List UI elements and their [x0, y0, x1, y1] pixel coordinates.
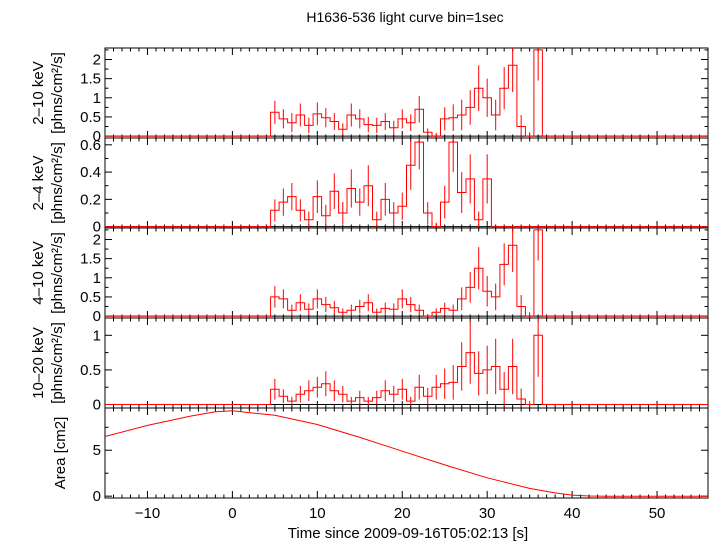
panel-plot: [105, 138, 708, 228]
panel-5: 0 5 Area [cm2]: [52, 407, 709, 505]
y-axis-label-unit: [phns/cm²/s]: [49, 142, 66, 224]
y-tick-label: 0: [93, 219, 101, 236]
x-axis-label: Time since 2009-09-16T05:02:13 [s]: [288, 525, 528, 541]
y-axis-label-unit: [phns/cm²/s]: [49, 322, 66, 404]
light-curve-steps: [105, 49, 708, 137]
panel-1: 0 0.5 1 1.5 2 2–10 keV [phns/cm²/s]: [30, 47, 709, 145]
chart-title: H1636-536 light curve bin=1sec: [306, 9, 503, 25]
x-tick-label: 0: [228, 505, 236, 522]
y-axis-label-band: 10–20 keV: [30, 327, 47, 399]
x-tick-label: 50: [649, 505, 666, 522]
y-tick-label: 1.5: [80, 71, 101, 88]
panel-plot: [105, 228, 708, 318]
light-curve-steps: [105, 141, 708, 228]
x-tick-label: 40: [564, 505, 581, 522]
x-tick-label: 30: [479, 505, 496, 522]
panel-plot: [105, 410, 708, 497]
y-tick-label: 1: [93, 90, 101, 107]
panel-plot: [105, 48, 708, 138]
panel-4: 0 0.5 1 10–20 keV [phns/cm²/s]: [30, 317, 709, 414]
y-tick-label: 0.5: [80, 289, 101, 306]
y-tick-label: 0.2: [80, 191, 101, 208]
y-tick-label: 1: [93, 270, 101, 287]
y-axis-label-band: 2–10 keV: [30, 61, 47, 124]
y-tick-label: 0: [93, 128, 101, 145]
y-tick-label: 1.5: [80, 251, 101, 268]
y-tick-label: 0.4: [80, 164, 101, 181]
light-curve-steps: [105, 334, 708, 406]
panels: 00.511.522–10 keV [phns/cm²/s]00.20.40.62…: [30, 47, 709, 505]
x-tick-labels: −10 0 10 20 30 40 50: [135, 505, 666, 522]
y-tick-label: 0.5: [80, 109, 101, 126]
light-curve-steps: [105, 229, 708, 317]
y-tick-label: 2: [93, 51, 101, 68]
x-tick-label: 20: [394, 505, 411, 522]
y-tick-label: 0.5: [80, 362, 101, 379]
y-tick-label: 0: [93, 488, 101, 505]
panel-plot: [105, 318, 708, 408]
panel-frame: [104, 47, 709, 139]
panel-2: 0 0.2 0.4 0.6 2–4 keV [phns/cm²/s]: [30, 137, 709, 236]
y-tick-label: 5: [93, 442, 101, 459]
panel-frame: [104, 407, 709, 499]
x-tick-label: 10: [309, 505, 326, 522]
y-axis-label-unit: [phns/cm²/s]: [49, 52, 66, 134]
y-axis-label-band: 2–4 keV: [30, 155, 47, 210]
y-axis-label-area: Area [cm2]: [52, 417, 69, 490]
y-tick-label: 0: [93, 397, 101, 414]
y-tick-label: 2: [93, 231, 101, 248]
area-curve: [105, 410, 708, 497]
y-tick-label: 0: [93, 308, 101, 325]
x-tick-label: −10: [135, 505, 160, 522]
y-axis-label-unit: [phns/cm²/s]: [49, 232, 66, 314]
y-tick-label: 1: [93, 327, 101, 344]
y-axis-label-band: 4–10 keV: [30, 241, 47, 304]
y-tick-label: 0.6: [80, 137, 101, 154]
panel-3: 0 0.5 1 1.5 2 4–10 keV [phns/cm²/s]: [30, 227, 709, 325]
